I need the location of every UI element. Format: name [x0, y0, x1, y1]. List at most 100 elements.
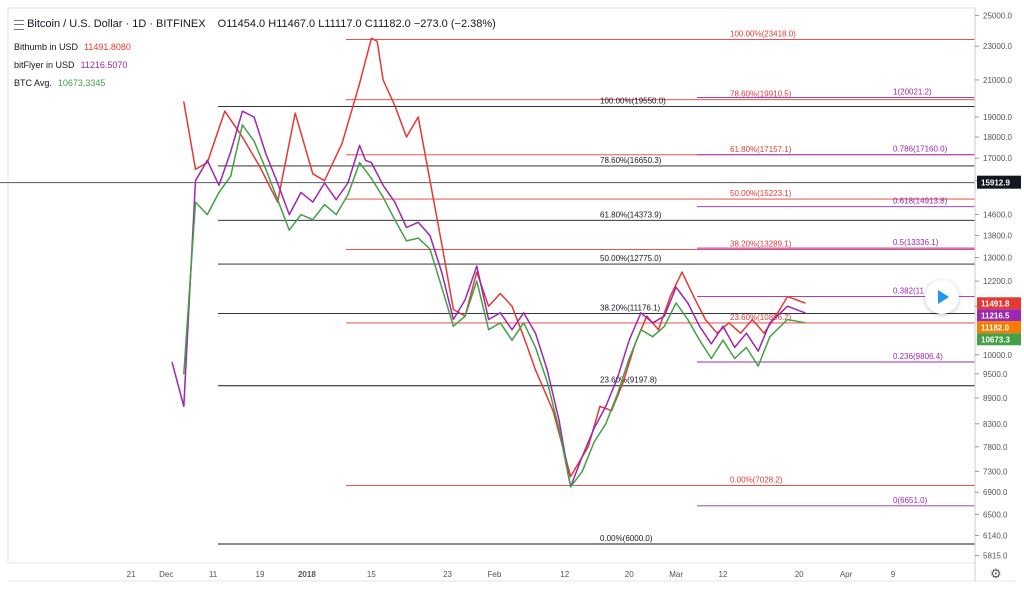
series-point [183, 405, 185, 407]
series-point [253, 140, 255, 142]
series-point [347, 194, 349, 196]
series-point [769, 336, 771, 338]
y-tick-label: 8300.0 [983, 420, 1008, 429]
series-point [429, 180, 431, 182]
series-line [183, 37, 806, 478]
series-point [745, 332, 748, 334]
series-point [194, 180, 197, 182]
fib-level-label: 61.80%(17157.1) [730, 145, 792, 154]
y-tick-label: 14600.0 [983, 211, 1012, 220]
symbol-title[interactable]: Bitcoin / U.S. Dollar · 1D · BITFINEX [27, 18, 206, 30]
series-point [364, 159, 367, 161]
series-point [224, 110, 226, 112]
series-point [347, 182, 349, 184]
series-point [581, 470, 583, 472]
fib-level-label: 78.60%(19910.5) [730, 90, 792, 99]
legend-label: Bithumb in USD [14, 42, 79, 52]
series-point [253, 116, 255, 118]
series-point [323, 180, 326, 182]
series-point [757, 350, 759, 352]
ohlc-open: O11454.0 [217, 18, 266, 30]
y-tick-label: 7300.0 [983, 467, 1008, 476]
legend: Bithumb in USD 11491.8080 bitFlyer in USD… [14, 38, 131, 92]
y-tick-label: 17000.0 [983, 154, 1012, 163]
series-point [745, 346, 748, 349]
series-point [804, 312, 806, 314]
legend-item-bithumb[interactable]: Bithumb in USD 11491.8080 [14, 38, 131, 56]
gear-icon[interactable]: ⚙ [990, 566, 1002, 581]
series-point [405, 136, 408, 138]
series-point [335, 199, 337, 201]
fib-level-label: 61.80%(14373.9) [600, 210, 662, 219]
y-tick-label: 10000.0 [983, 351, 1012, 360]
series-point [417, 116, 419, 118]
series-point [675, 286, 677, 288]
play-button[interactable] [925, 280, 959, 314]
series-point [417, 237, 419, 239]
series-point [487, 305, 490, 307]
series-point [276, 182, 279, 184]
x-tick-label: 20 [795, 570, 804, 579]
fib-level-label: 38.20%(11176.1) [600, 304, 661, 313]
plot-frame [7, 7, 976, 564]
series-point [587, 446, 589, 448]
fib-level-label: 0.382(11 [893, 287, 925, 296]
series-point [288, 229, 290, 231]
series-point [265, 168, 267, 170]
series-point [511, 329, 513, 331]
legend-value: 11216.5070 [80, 60, 128, 70]
x-tick-label: Apr [840, 570, 853, 579]
series-point [546, 381, 548, 383]
series-point [312, 201, 314, 203]
y-tick-label: 12200.0 [983, 277, 1012, 286]
series-point [241, 124, 244, 126]
series-point [804, 302, 806, 304]
series-point [370, 37, 372, 39]
fib-level-label: 100.00%(19550.0) [600, 96, 666, 105]
series-point [370, 177, 372, 179]
series-point [534, 332, 537, 334]
legend-value: 10673.3345 [57, 78, 106, 88]
legend-item-btc-avg[interactable]: BTC Avg. 10673.3345 [14, 74, 131, 92]
y-tick-label: 6900.0 [983, 488, 1008, 497]
series-point [382, 184, 384, 186]
series-point [704, 318, 707, 321]
series-point [441, 271, 443, 273]
price-tag-label: 11182.0 [981, 323, 1010, 332]
chart-header: Bitcoin / U.S. Dollar · 1D · BITFINEX O1… [8, 18, 496, 30]
series-point [640, 312, 642, 314]
series-point [394, 201, 396, 203]
x-tick-label: Dec [159, 570, 173, 579]
series-point [288, 213, 290, 216]
legend-label: BTC Avg. [14, 78, 52, 88]
series-point [523, 336, 525, 338]
series-point [394, 219, 396, 221]
series-point [675, 302, 677, 304]
series-point [312, 173, 314, 175]
series-point [593, 427, 595, 429]
series-point [429, 248, 431, 250]
series-point [230, 175, 232, 177]
legend-item-bitflyer[interactable]: bitFlyer in USD 11216.5070 [14, 56, 131, 74]
series-point [669, 296, 671, 298]
series-point [552, 410, 554, 412]
y-tick-label: 25000.0 [983, 11, 1012, 20]
fib-level-label: 0.618(14913.8) [893, 197, 948, 206]
series-point [359, 161, 361, 164]
x-tick-label: 15 [367, 570, 376, 579]
series-point [183, 101, 185, 103]
series-point [523, 322, 525, 324]
price-tag-label: 11216.5 [981, 311, 1010, 320]
series-point [687, 302, 689, 304]
series-point [206, 213, 208, 216]
menu-icon[interactable] [14, 20, 24, 30]
series-point [652, 322, 654, 324]
series-point [323, 182, 326, 184]
series-point [376, 40, 378, 43]
series-point [511, 305, 513, 307]
series-point [599, 405, 601, 407]
series-point [241, 136, 244, 138]
series-point [259, 166, 261, 168]
series-line [171, 110, 806, 488]
